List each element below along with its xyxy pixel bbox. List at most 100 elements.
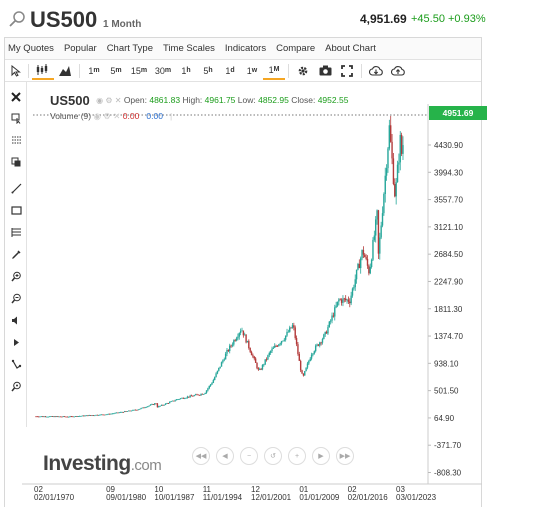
menu-time-scales[interactable]: Time Scales bbox=[162, 43, 215, 54]
candle-body bbox=[219, 366, 221, 368]
volume-settings-icon[interactable]: ◉ ⚙ ✕ bbox=[93, 111, 121, 121]
date-axis-date: 02/01/2016 bbox=[348, 493, 389, 502]
candle-body bbox=[218, 367, 220, 371]
candle-body bbox=[342, 298, 344, 303]
candle-body bbox=[349, 301, 351, 304]
candle-body bbox=[317, 344, 320, 346]
chart-legend: US500 ◉ ⚙ ✕ Open: 4861.83 High: 4961.75 … bbox=[50, 93, 348, 108]
candle-body bbox=[72, 416, 74, 418]
horizontal-lines-icon[interactable] bbox=[8, 224, 24, 240]
candlestick-chart-icon[interactable] bbox=[32, 62, 54, 80]
brush-tool-icon[interactable] bbox=[8, 246, 24, 262]
zoom-in-icon[interactable] bbox=[8, 268, 24, 284]
menu-chart-type[interactable]: Chart Type bbox=[106, 43, 153, 54]
upload-cloud-icon[interactable] bbox=[387, 62, 409, 80]
candle-body bbox=[253, 356, 255, 359]
candle-body bbox=[201, 393, 204, 395]
candle-body bbox=[344, 298, 347, 301]
candle-body bbox=[132, 409, 134, 411]
candle-body bbox=[162, 404, 164, 406]
legend-visibility-icon[interactable]: ◉ ⚙ ✕ bbox=[96, 96, 122, 105]
candle-body bbox=[174, 400, 176, 402]
candle-body bbox=[328, 321, 331, 328]
jump-end-icon[interactable]: ▶▶ bbox=[336, 447, 354, 465]
candle-body bbox=[233, 340, 235, 345]
jump-start-icon[interactable]: ◀◀ bbox=[192, 447, 210, 465]
zoom-in-nav-icon[interactable]: + bbox=[288, 447, 306, 465]
price-axis-label: 2684.50 bbox=[434, 250, 463, 259]
candle-body bbox=[297, 344, 299, 354]
fullscreen-icon[interactable] bbox=[336, 62, 358, 80]
reset-icon[interactable]: ↺ bbox=[264, 447, 282, 465]
candle-body bbox=[239, 330, 242, 334]
menu-popular[interactable]: Popular bbox=[63, 43, 97, 54]
close-icon[interactable] bbox=[8, 89, 24, 105]
candle-body bbox=[380, 225, 382, 238]
header: US500 1 Month 4,951.69 +45.50 +0.93% bbox=[0, 0, 533, 38]
candle-body bbox=[254, 358, 257, 363]
candle-body bbox=[91, 415, 93, 417]
magnet-tool-icon[interactable] bbox=[8, 356, 24, 372]
candle-body bbox=[110, 413, 112, 415]
candle-body bbox=[291, 325, 294, 329]
crosshair-tool-icon[interactable] bbox=[8, 110, 24, 126]
lock-zoom-icon[interactable] bbox=[8, 378, 24, 394]
rectangle-tool-icon[interactable] bbox=[8, 202, 24, 218]
camera-icon[interactable] bbox=[314, 62, 336, 80]
candle-body bbox=[167, 403, 170, 404]
trend-line-icon[interactable] bbox=[8, 180, 24, 196]
candle-body bbox=[36, 416, 39, 418]
candle-body bbox=[354, 279, 356, 288]
candle-body bbox=[182, 397, 185, 399]
arrow-right-tool-icon[interactable] bbox=[8, 334, 24, 350]
candle-body bbox=[320, 342, 322, 344]
candle-body bbox=[134, 409, 137, 411]
candle-body bbox=[274, 345, 276, 348]
candle-body bbox=[325, 331, 328, 334]
candle-body bbox=[128, 410, 130, 412]
candle-body bbox=[390, 125, 392, 142]
timeframe-30m[interactable]: 30 m bbox=[154, 65, 172, 76]
timeframe-15m[interactable]: 15 m bbox=[130, 65, 148, 76]
cursor-icon[interactable] bbox=[7, 62, 25, 80]
candle-body bbox=[319, 342, 321, 346]
candle-body bbox=[115, 412, 118, 414]
settings-icon[interactable] bbox=[292, 62, 314, 80]
price-axis-label: 938.10 bbox=[434, 359, 459, 368]
candle-body bbox=[308, 361, 310, 364]
volume-value-a: 0.00 bbox=[122, 111, 140, 121]
scroll-left-icon[interactable]: ◀ bbox=[216, 447, 234, 465]
menu-about-chart[interactable]: About Chart bbox=[325, 43, 376, 54]
fibonacci-tool-icon[interactable] bbox=[8, 132, 24, 148]
candle-body bbox=[293, 325, 295, 328]
candle-body bbox=[362, 249, 365, 255]
date-axis-month: 11 bbox=[203, 485, 212, 494]
candle-body bbox=[388, 125, 391, 149]
scroll-right-icon[interactable]: ▶ bbox=[312, 447, 330, 465]
candle-body bbox=[122, 412, 125, 413]
copy-tool-icon[interactable] bbox=[8, 154, 24, 170]
chart-toolbar: 1 m 5 m 15 m 30 m 1 h 5 h 1 d 1 w 1 M bbox=[5, 60, 481, 82]
menu-compare[interactable]: Compare bbox=[276, 43, 316, 54]
menu-my-quotes[interactable]: My Quotes bbox=[8, 43, 54, 54]
candle-body bbox=[145, 406, 148, 408]
candle-body bbox=[376, 210, 378, 220]
download-cloud-icon[interactable] bbox=[365, 62, 387, 80]
candle-body bbox=[185, 397, 187, 399]
search-icon[interactable] bbox=[8, 10, 26, 28]
menu-indicators[interactable]: Indicators bbox=[224, 43, 267, 54]
candle-body bbox=[199, 394, 201, 396]
zoom-out-icon[interactable] bbox=[8, 290, 24, 306]
area-chart-icon[interactable] bbox=[54, 62, 76, 80]
zoom-out-nav-icon[interactable]: − bbox=[240, 447, 258, 465]
date-axis-month: 10 bbox=[154, 485, 163, 494]
sound-icon[interactable] bbox=[8, 312, 24, 328]
